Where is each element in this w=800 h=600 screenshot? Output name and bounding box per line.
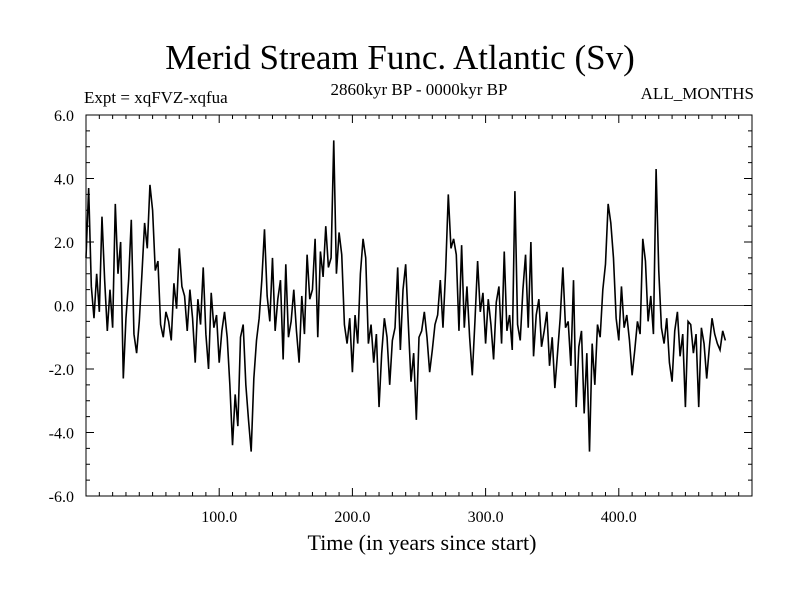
x-axis-label: Time (in years since start)	[308, 530, 537, 555]
period-label: 2860kyr BP - 0000kyr BP	[330, 80, 508, 99]
x-tick-label: 100.0	[201, 509, 237, 526]
experiment-label: Expt = xqFVZ-xqfua	[84, 88, 228, 107]
y-tick-label: 2.0	[54, 235, 74, 252]
y-tick-label: -6.0	[49, 489, 74, 506]
chart-title: Merid Stream Func. Atlantic (Sv)	[165, 38, 635, 77]
x-tick-label: 400.0	[601, 509, 637, 526]
y-tick-label: 4.0	[54, 172, 74, 189]
y-tick-label: -4.0	[49, 426, 74, 443]
x-tick-label: 300.0	[468, 509, 504, 526]
x-tick-label: 200.0	[334, 509, 370, 526]
y-tick-label: -2.0	[49, 362, 74, 379]
y-tick-label: 0.0	[54, 299, 74, 316]
y-tick-label: 6.0	[54, 108, 74, 125]
months-label: ALL_MONTHS	[640, 84, 754, 103]
data-series-line	[85, 140, 727, 452]
